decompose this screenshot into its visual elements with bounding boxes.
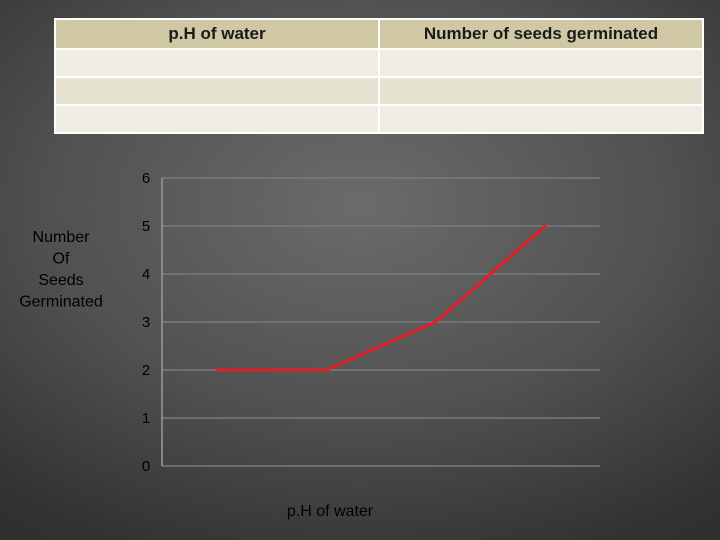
series-line	[216, 224, 547, 372]
table-cell	[54, 76, 380, 106]
table-cell	[54, 104, 380, 134]
table-cell	[378, 48, 704, 78]
data-point	[543, 224, 547, 228]
y-axis-title-line: Germinated	[19, 294, 103, 311]
y-axis-title-line: Seeds	[38, 272, 83, 289]
table-row	[54, 48, 704, 78]
table-row	[54, 76, 704, 106]
header-ph: p.H of water	[54, 18, 380, 50]
header-seeds: Number of seeds germinated	[378, 18, 704, 50]
table-cell	[378, 76, 704, 106]
y-tick-label: 1	[142, 410, 150, 427]
y-tick-label: 0	[142, 458, 150, 475]
data-point	[215, 368, 219, 372]
y-tick-label: 4	[142, 266, 150, 283]
table-cell	[378, 104, 704, 134]
y-axis-title-line: Number	[33, 229, 91, 246]
y-tick-label: 3	[142, 314, 150, 331]
y-tick-label: 5	[142, 218, 150, 235]
x-axis-title: p.H of water	[287, 503, 374, 520]
y-tick-label: 2	[142, 362, 150, 379]
y-axis-title-line: Of	[53, 251, 70, 268]
data-point	[434, 320, 438, 324]
y-tick-label: 6	[142, 170, 150, 187]
table-cell	[54, 48, 380, 78]
table-header-row: p.H of water Number of seeds germinated	[54, 18, 704, 50]
data-point	[324, 368, 328, 372]
data-table: p.H of water Number of seeds germinated	[54, 18, 704, 134]
table-row	[54, 104, 704, 134]
